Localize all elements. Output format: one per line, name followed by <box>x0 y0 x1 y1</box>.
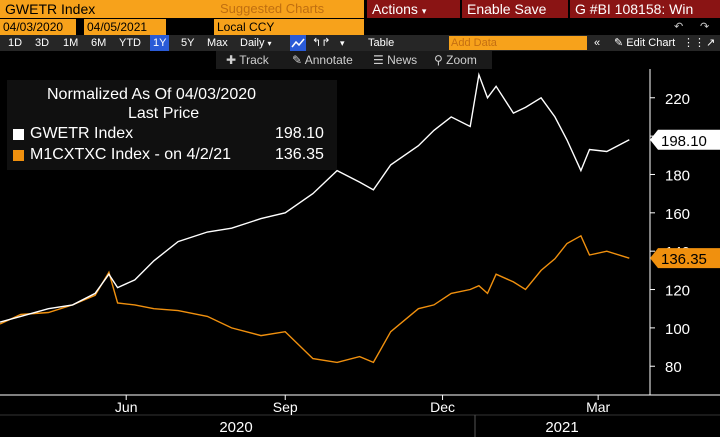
window-title[interactable]: G #BI 108158: Win <box>570 0 720 18</box>
legend-normalized-line: Normalized As Of 04/03/2020 <box>47 86 257 103</box>
period-1y[interactable]: 1Y <box>150 35 170 51</box>
period-toolbar: 1D 3D 1M 6M YTD 1Y 5Y Max Daily ▾ ↰↱ ▾ T… <box>0 35 720 51</box>
actions-menu[interactable]: Actions ▾ <box>367 0 460 18</box>
zoom-label: Zoom <box>446 53 477 67</box>
legend-swatch-orange <box>13 150 24 161</box>
bar-chart-icon[interactable]: ↰↱ <box>312 37 331 49</box>
enable-save-button[interactable]: Enable Save <box>462 0 568 18</box>
top-toolbar: GWETR Index Suggested Charts Actions ▾ E… <box>0 0 720 19</box>
last-value-text: 136.35 <box>661 251 707 268</box>
price-chart[interactable]: 80100120140160180200220 JunSepDecMar2020… <box>0 69 720 437</box>
line-chart-icon[interactable] <box>290 35 306 51</box>
edit-chart-label: Edit Chart <box>626 37 676 49</box>
add-data-placeholder: Add Data <box>451 37 497 49</box>
end-date-field[interactable]: 04/05/2021 <box>84 19 166 35</box>
annotate-tool[interactable]: ✎ Annotate <box>292 51 353 69</box>
period-3d[interactable]: 3D <box>35 37 50 49</box>
period-1m[interactable]: 1M <box>63 37 79 49</box>
track-tool[interactable]: ✚ Track <box>226 51 269 69</box>
news-tool[interactable]: ☰ News <box>373 51 417 69</box>
chart-tools: ✚ Track ✎ Annotate ☰ News ⚲ Zoom <box>216 51 492 69</box>
actions-label: Actions <box>372 1 418 17</box>
legend-m1cxtxc-value: 136.35 <box>275 146 324 163</box>
chart-grid <box>0 69 720 437</box>
y-tick-label: 220 <box>665 91 690 108</box>
date-range-bar: 04/03/2020 04/05/2021 Local CCY ↶ ↷ <box>0 19 720 35</box>
period-1d[interactable]: 1D <box>8 37 23 49</box>
start-date-field[interactable]: 04/03/2020 <box>0 19 76 35</box>
crosshair-icon: ✚ <box>226 53 237 67</box>
currency-select[interactable]: Local CCY <box>214 19 364 35</box>
legend-row-gwetr[interactable]: GWETR Index <box>13 125 133 143</box>
period-max[interactable]: Max <box>207 37 228 49</box>
x-year-label: 2021 <box>545 419 578 436</box>
start-date-value: 04/03/2020 <box>3 20 64 34</box>
redo-icon[interactable]: ↷ <box>700 21 710 33</box>
window-title-label: G #BI 108158: Win <box>575 1 694 17</box>
last-value-text: 198.10 <box>661 133 707 150</box>
last-value-tag <box>650 129 720 150</box>
enable-save-label: Enable Save <box>467 1 547 17</box>
legend-m1cxtxc-label: M1CXTXC Index - on 4/2/21 <box>30 146 231 163</box>
undo-icon[interactable]: ↶ <box>674 21 684 33</box>
x-month-label: Jun <box>115 399 138 415</box>
news-icon: ☰ <box>373 53 384 67</box>
pencil-icon: ✎ <box>614 37 624 49</box>
legend-swatch-white <box>13 129 24 140</box>
chevron-down-icon: ▾ <box>267 39 272 48</box>
suggested-charts-button[interactable]: Suggested Charts <box>220 0 364 18</box>
period-6m[interactable]: 6M <box>91 37 107 49</box>
frequency-label: Daily <box>240 37 265 49</box>
table-button[interactable]: Table <box>368 37 395 49</box>
x-year-label: 2020 <box>219 419 252 436</box>
frequency-select[interactable]: Daily ▾ <box>240 35 272 51</box>
collapse-icon[interactable]: « <box>594 37 601 49</box>
ticker-text: GWETR Index <box>5 1 96 17</box>
chevron-down-icon: ▾ <box>421 6 427 16</box>
pencil-icon: ✎ <box>292 53 303 67</box>
legend-gwetr-label: GWETR Index <box>30 125 134 142</box>
last-value-tag <box>650 248 720 269</box>
magnifier-icon: ⚲ <box>434 53 443 67</box>
period-5y[interactable]: 5Y <box>181 37 195 49</box>
suggested-charts-label: Suggested Charts <box>220 1 325 16</box>
expand-icon[interactable]: ↗ <box>706 37 716 49</box>
y-tick-label: 100 <box>665 321 690 338</box>
x-axis: Jun Sep Dec Mar 2020 2021 <box>115 395 611 436</box>
end-date-value: 04/05/2021 <box>87 20 148 34</box>
x-month-label: Mar <box>586 399 610 415</box>
last-value-labels: 198.10 136.35 <box>650 129 720 269</box>
annotate-label: Annotate <box>304 53 353 67</box>
line-chart-glyph <box>291 38 305 48</box>
y-tick-label: 180 <box>665 167 690 184</box>
legend-last-price: Last Price <box>128 105 200 122</box>
zoom-tool[interactable]: ⚲ Zoom <box>434 51 477 69</box>
period-ytd[interactable]: YTD <box>119 37 141 49</box>
chevron-down-icon[interactable]: ▾ <box>340 38 345 48</box>
add-data-input[interactable]: Add Data <box>449 36 587 50</box>
news-label: News <box>387 53 418 67</box>
legend-row-m1cxtxc[interactable]: M1CXTXC Index - on 4/2/21 <box>13 146 231 164</box>
y-tick-label: 80 <box>665 359 682 376</box>
chart-legend: Normalized As Of 04/03/2020 Last Price G… <box>7 80 337 170</box>
settings-icon[interactable]: ⋮⋮ <box>683 37 705 49</box>
x-month-label: Dec <box>430 399 455 415</box>
edit-chart-button[interactable]: ✎ Edit Chart <box>614 35 675 51</box>
y-tick-label: 120 <box>665 283 690 300</box>
series-line-gwetr <box>0 72 630 323</box>
track-label: Track <box>239 53 269 67</box>
y-axis: 80100120140160180200220 <box>650 91 690 376</box>
currency-value: Local CCY <box>217 20 275 34</box>
y-tick-label: 160 <box>665 206 690 223</box>
x-month-label: Sep <box>273 399 298 415</box>
legend-gwetr-value: 198.10 <box>275 125 324 142</box>
series-line-m1cxtxc <box>0 234 630 364</box>
